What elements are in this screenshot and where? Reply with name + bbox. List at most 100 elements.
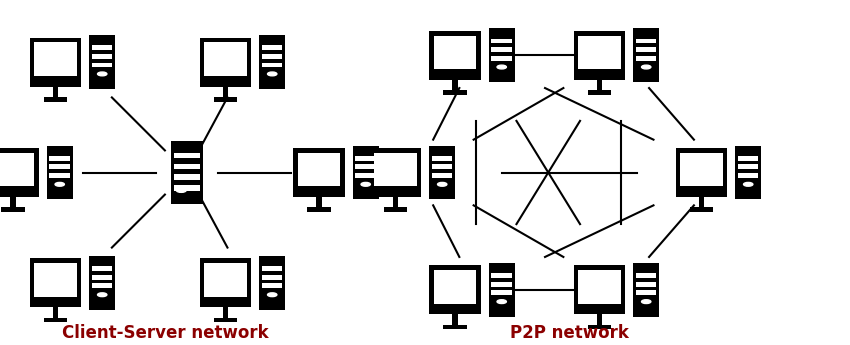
Bar bbox=[491, 273, 512, 278]
Bar bbox=[370, 148, 422, 197]
Bar bbox=[262, 63, 282, 68]
Bar bbox=[49, 156, 70, 161]
Bar bbox=[259, 256, 285, 310]
Bar bbox=[578, 36, 620, 69]
Bar bbox=[92, 46, 112, 50]
Bar bbox=[308, 207, 331, 212]
Bar bbox=[262, 284, 282, 288]
Bar bbox=[92, 63, 112, 68]
Bar bbox=[298, 153, 340, 186]
Bar bbox=[92, 54, 112, 59]
Bar bbox=[738, 165, 758, 169]
Bar bbox=[689, 207, 713, 212]
Bar bbox=[92, 284, 112, 288]
Bar bbox=[353, 146, 378, 199]
Circle shape bbox=[642, 300, 651, 304]
Bar bbox=[491, 290, 512, 295]
Bar bbox=[434, 270, 476, 304]
Circle shape bbox=[361, 183, 371, 186]
Circle shape bbox=[98, 293, 107, 297]
Bar bbox=[34, 42, 76, 76]
Bar bbox=[173, 175, 201, 180]
Bar bbox=[49, 173, 70, 178]
Text: Client-Server network: Client-Server network bbox=[62, 324, 269, 342]
Bar bbox=[491, 282, 512, 287]
Bar bbox=[636, 39, 656, 43]
Bar bbox=[200, 258, 252, 307]
Bar bbox=[676, 148, 727, 197]
Bar bbox=[0, 153, 34, 186]
Bar bbox=[214, 97, 237, 102]
Bar bbox=[44, 97, 67, 102]
Bar bbox=[597, 80, 603, 90]
Bar bbox=[429, 146, 455, 199]
Bar bbox=[680, 153, 722, 186]
Bar bbox=[30, 258, 81, 307]
Bar bbox=[0, 148, 38, 197]
Bar bbox=[30, 38, 81, 87]
Circle shape bbox=[268, 72, 277, 76]
Circle shape bbox=[268, 293, 277, 297]
Circle shape bbox=[438, 183, 447, 186]
Bar bbox=[491, 56, 512, 61]
Bar bbox=[633, 263, 659, 317]
Bar bbox=[738, 156, 758, 161]
Bar bbox=[89, 256, 115, 310]
Bar bbox=[223, 87, 229, 97]
Bar bbox=[636, 273, 656, 278]
Bar bbox=[262, 54, 282, 59]
Bar bbox=[452, 80, 458, 90]
Bar bbox=[574, 265, 625, 314]
Bar bbox=[491, 39, 512, 43]
Bar bbox=[173, 153, 201, 158]
Bar bbox=[578, 270, 620, 304]
Bar bbox=[452, 314, 458, 325]
Bar bbox=[429, 265, 481, 314]
Bar bbox=[491, 47, 512, 52]
Bar bbox=[92, 266, 112, 271]
Bar bbox=[89, 35, 115, 89]
Bar bbox=[355, 156, 376, 161]
Bar bbox=[432, 165, 452, 169]
Bar bbox=[262, 275, 282, 280]
Bar bbox=[53, 307, 59, 318]
Bar bbox=[429, 31, 481, 80]
Bar bbox=[47, 146, 72, 199]
Bar bbox=[293, 148, 345, 197]
Bar bbox=[10, 197, 16, 207]
Bar bbox=[44, 318, 67, 323]
Bar bbox=[738, 173, 758, 178]
Bar bbox=[355, 165, 376, 169]
Bar bbox=[92, 275, 112, 280]
Bar bbox=[316, 197, 322, 207]
Bar bbox=[173, 164, 201, 169]
Bar bbox=[636, 47, 656, 52]
Bar bbox=[434, 36, 476, 69]
Bar bbox=[587, 90, 611, 95]
Bar bbox=[384, 207, 407, 212]
Bar bbox=[489, 28, 514, 82]
Bar bbox=[699, 197, 705, 207]
Bar bbox=[636, 56, 656, 61]
Circle shape bbox=[176, 188, 186, 193]
Bar bbox=[374, 153, 416, 186]
Bar bbox=[262, 46, 282, 50]
Circle shape bbox=[497, 65, 507, 69]
Bar bbox=[735, 146, 761, 199]
Bar bbox=[204, 263, 246, 297]
Circle shape bbox=[497, 300, 507, 304]
Bar bbox=[444, 325, 467, 329]
Bar bbox=[259, 35, 285, 89]
Bar bbox=[171, 141, 203, 204]
Circle shape bbox=[98, 72, 107, 76]
Bar bbox=[597, 314, 603, 325]
Bar bbox=[223, 307, 229, 318]
Bar bbox=[262, 266, 282, 271]
Bar bbox=[355, 173, 376, 178]
Bar bbox=[574, 31, 625, 80]
Bar bbox=[1, 207, 25, 212]
Bar bbox=[204, 42, 246, 76]
Bar bbox=[444, 90, 467, 95]
Circle shape bbox=[55, 183, 65, 186]
Bar bbox=[49, 165, 70, 169]
